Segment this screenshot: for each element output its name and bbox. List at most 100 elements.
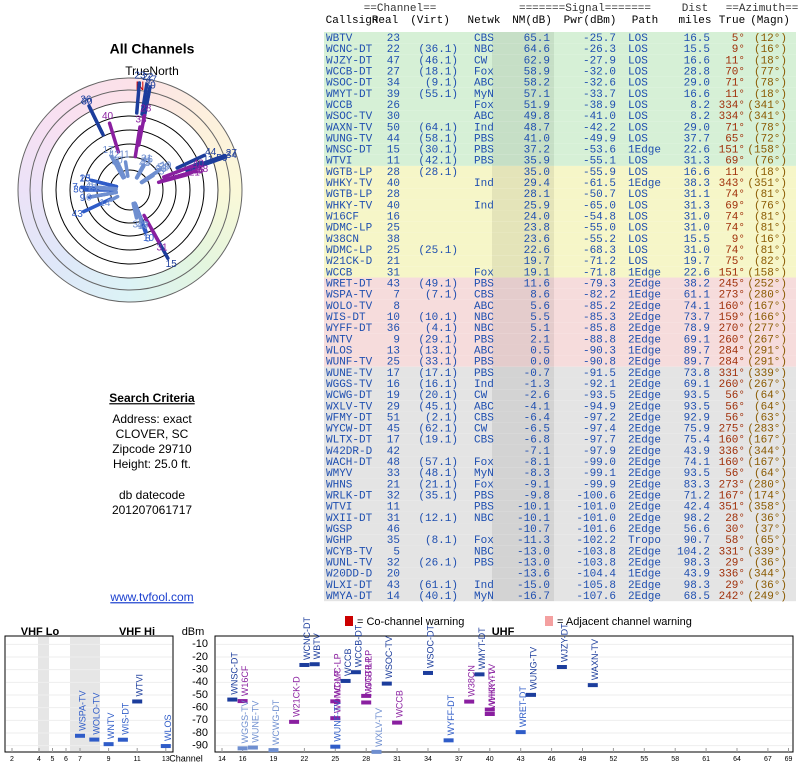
spoke-label: 26 (80, 94, 92, 105)
table-cell: W38CN (326, 234, 359, 246)
spectrum-label: WCNC-DT (302, 616, 312, 659)
x-tick-label: 61 (702, 756, 710, 763)
table-cell: 13 (387, 345, 400, 357)
table-cell: 26 (387, 100, 400, 112)
table-cell: 74.1 (684, 301, 711, 313)
signal-shade (492, 500, 554, 512)
x-tick-label: 14 (218, 756, 226, 763)
spoke-label: 11 (119, 150, 130, 161)
table-cell: 40 (387, 200, 400, 212)
table-cell: (30.1) (418, 145, 458, 157)
row-background (324, 288, 796, 300)
table-cell: 23 (387, 33, 400, 45)
table-cell: (77°) (754, 66, 787, 78)
row-background (324, 177, 796, 189)
row-background (324, 299, 796, 311)
table-cell: 69° (725, 156, 745, 168)
y-tick-label: -30 (192, 664, 208, 676)
x-tick-label: 49 (579, 756, 587, 763)
table-cell: 29.0 (684, 78, 710, 90)
table-cell: 62.9 (524, 55, 550, 67)
table-cell: (249°) (747, 591, 787, 603)
table-cell: 2Edge (628, 357, 661, 369)
table-cell: LOS (628, 167, 648, 179)
row-background (324, 32, 796, 44)
table-cell: 93.5 (684, 401, 710, 413)
x-tick-label: 6 (64, 756, 68, 763)
table-cell: (36°) (754, 558, 787, 570)
table-cell: 27 (387, 66, 400, 78)
table-cell: 73.7 (684, 312, 710, 324)
table-cell: -90.8 (583, 357, 616, 369)
table-cell: 2Edge (628, 312, 661, 324)
table-cell: 11 (387, 156, 401, 168)
spectrum-bar (392, 720, 403, 725)
table-cell: -55.2 (583, 234, 616, 246)
table-cell: PBS (474, 156, 494, 168)
column-header: Netwk (467, 15, 500, 27)
signal-shade (492, 444, 554, 457)
table-cell: WUNG-TV (326, 133, 373, 145)
table-cell: -99.9 (583, 479, 616, 491)
table-cell: 331° (719, 546, 745, 558)
table-cell: 61.1 (684, 290, 711, 302)
row-background (324, 188, 796, 200)
table-cell: Fox (474, 457, 494, 469)
table-cell: (55.1) (418, 89, 458, 101)
table-cell: WGGS-TV (326, 379, 373, 391)
table-cell: 16.6 (684, 167, 710, 179)
table-cell: -99.1 (583, 468, 616, 480)
table-cell: -97.4 (583, 424, 616, 436)
table-cell: 65° (725, 133, 745, 145)
table-cell: 10 (387, 312, 400, 324)
azimuth-spoke (133, 201, 143, 221)
spectrum-bar (484, 712, 495, 716)
table-cell: -55.1 (583, 156, 616, 168)
table-cell: 19 (387, 390, 400, 402)
signal-shade (492, 456, 554, 468)
spoke-label: 35 (153, 167, 165, 178)
row-background (324, 165, 796, 178)
table-cell: (158°) (747, 267, 787, 279)
signal-shade (492, 333, 554, 345)
table-cell: 22.6 (684, 267, 710, 279)
spectrum-label: WUNE-TV (250, 701, 260, 743)
table-cell: -42.2 (583, 122, 616, 134)
spoke-label: 50 (216, 153, 228, 164)
site-link[interactable]: www.tvfool.com (109, 590, 193, 604)
table-cell: (48.1) (418, 468, 458, 480)
x-tick-label: 28 (362, 756, 370, 763)
row-background (324, 433, 796, 445)
table-cell: 35.0 (524, 167, 550, 179)
signal-shade (492, 110, 554, 122)
table-cell: (33.1) (418, 357, 458, 369)
spoke-label: 17 (102, 145, 114, 156)
table-cell: (40.1) (418, 591, 458, 603)
table-cell: 5 (393, 546, 400, 558)
table-cell: WMYT-DT (326, 89, 373, 101)
table-cell: 43.9 (684, 446, 710, 458)
table-cell: Fox (474, 267, 494, 279)
table-cell: (7.1) (425, 290, 458, 302)
table-cell: NBC (474, 546, 494, 558)
table-cell: (19.1) (418, 435, 458, 447)
table-cell: 38.3 (684, 178, 710, 190)
table-cell: 25 (387, 357, 400, 369)
table-cell: WMYV (326, 468, 353, 480)
signal-shade (492, 143, 554, 155)
table-cell: 0.0 (530, 357, 550, 369)
spoke-label: 39 (145, 81, 157, 92)
signal-shade (492, 389, 554, 401)
spoke-label: 8 (145, 233, 151, 244)
column-header: Pwr(dBm) (564, 15, 617, 27)
table-cell: (36°) (754, 513, 787, 525)
row-background (324, 456, 796, 468)
spoke-label: 28 (140, 103, 152, 114)
signal-shade (492, 400, 554, 412)
site-link-text[interactable]: www.tvfool.com (109, 590, 193, 604)
table-cell: W21CK-D (326, 256, 373, 268)
table-cell: 336° (719, 569, 745, 581)
criteria-line: Height: 25.0 ft. (113, 457, 191, 471)
spectrum-bar (330, 699, 341, 704)
table-cell: 89.7 (684, 357, 710, 369)
